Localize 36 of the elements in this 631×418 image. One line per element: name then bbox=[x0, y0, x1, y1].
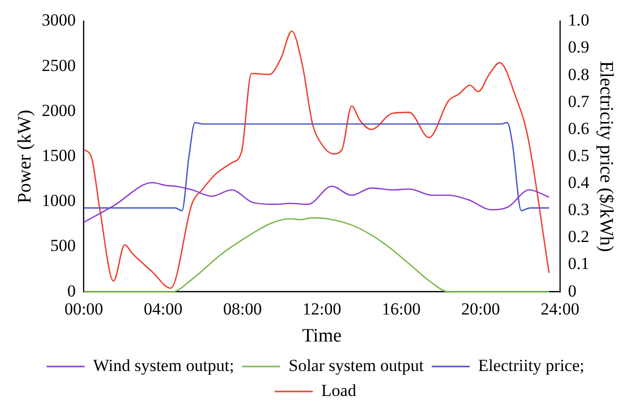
line-series bbox=[83, 30, 550, 289]
y2-tick-label: 1.0 bbox=[568, 10, 590, 30]
y2-tick-label: 0.8 bbox=[568, 64, 590, 84]
y2-tick-label: 0.3 bbox=[568, 200, 590, 220]
line-series bbox=[83, 182, 550, 223]
y-tick-label: 500 bbox=[50, 236, 76, 256]
y-tick-label: 1000 bbox=[42, 191, 76, 210]
legend-label: Load bbox=[321, 380, 357, 400]
y-tick-label: 2000 bbox=[42, 100, 76, 120]
y2-tick-label: 0.4 bbox=[568, 173, 590, 192]
y2-tick-label: 0.9 bbox=[568, 38, 590, 57]
y-tick-label: 0 bbox=[67, 281, 76, 300]
legend-label: Wind system output; bbox=[93, 356, 234, 375]
y2-tick-label: 0.7 bbox=[568, 92, 590, 111]
y2-tick-label: 0.2 bbox=[568, 227, 590, 246]
x-tick-label: 20:00 bbox=[461, 299, 500, 318]
y-tick-label: 1500 bbox=[42, 146, 76, 165]
x-tick-label: 16:00 bbox=[382, 299, 421, 318]
y-tick-label: 3000 bbox=[42, 10, 76, 30]
y2-tick-label: 0.1 bbox=[568, 254, 590, 274]
line-series bbox=[83, 122, 550, 212]
x-tick-label: 08:00 bbox=[223, 299, 262, 318]
y-tick-label: 2500 bbox=[42, 56, 76, 75]
x-tick-label: 00:00 bbox=[64, 299, 104, 318]
x-axis-title: Time bbox=[302, 326, 342, 347]
y-axis-title: Power (kW) bbox=[14, 110, 36, 204]
y2-axis-title: Electricity price ($/kWh) bbox=[596, 61, 617, 252]
x-tick-label: 04:00 bbox=[144, 299, 183, 318]
y2-tick-label: 0.5 bbox=[568, 146, 590, 165]
legend-label: Solar system output bbox=[288, 356, 424, 375]
y2-tick-label: 0 bbox=[568, 281, 576, 300]
y2-tick-label: 0.6 bbox=[568, 118, 590, 138]
line-series bbox=[83, 217, 550, 292]
legend-label: Electriity price; bbox=[478, 356, 584, 375]
x-tick-label: 24:00 bbox=[540, 299, 580, 318]
x-tick-label: 12:00 bbox=[302, 299, 342, 318]
